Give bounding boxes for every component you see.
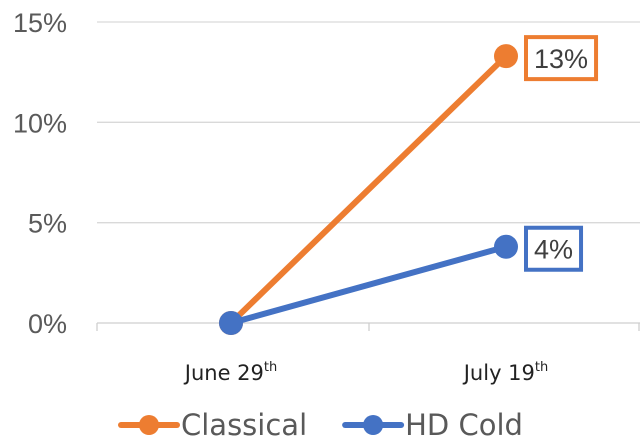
x-tick-label: June 29th: [183, 360, 277, 385]
legend-label: HD Cold: [405, 408, 523, 441]
x-tick-labels: June 29th July 19th: [183, 360, 549, 385]
data-label-box: [524, 35, 599, 82]
x-tick-label: July 19th: [462, 360, 549, 385]
gridlines: [97, 21, 640, 224]
legend-marker: [363, 415, 384, 435]
y-tick-labels: 0% 5% 10% 15%: [13, 8, 67, 339]
data-label-box: [524, 225, 584, 272]
series-line-hd-cold: [228, 243, 509, 326]
x-axis: [96, 322, 640, 331]
series-point: [494, 44, 518, 69]
legend: Classical HD Cold: [118, 408, 523, 441]
y-tick-label: 15%: [13, 8, 67, 38]
data-labels: 13% 4%: [524, 35, 599, 272]
data-label: 4%: [534, 235, 573, 265]
series-group: [219, 44, 518, 335]
series-point: [494, 234, 518, 259]
legend-label: Classical: [181, 408, 307, 441]
data-label: 13%: [534, 44, 588, 74]
y-tick-label: 5%: [28, 209, 67, 239]
y-tick-label: 0%: [28, 309, 67, 339]
y-tick-label: 10%: [13, 108, 67, 138]
series-line-classical: [228, 53, 509, 326]
series-point: [219, 311, 243, 335]
legend-marker: [139, 415, 159, 435]
